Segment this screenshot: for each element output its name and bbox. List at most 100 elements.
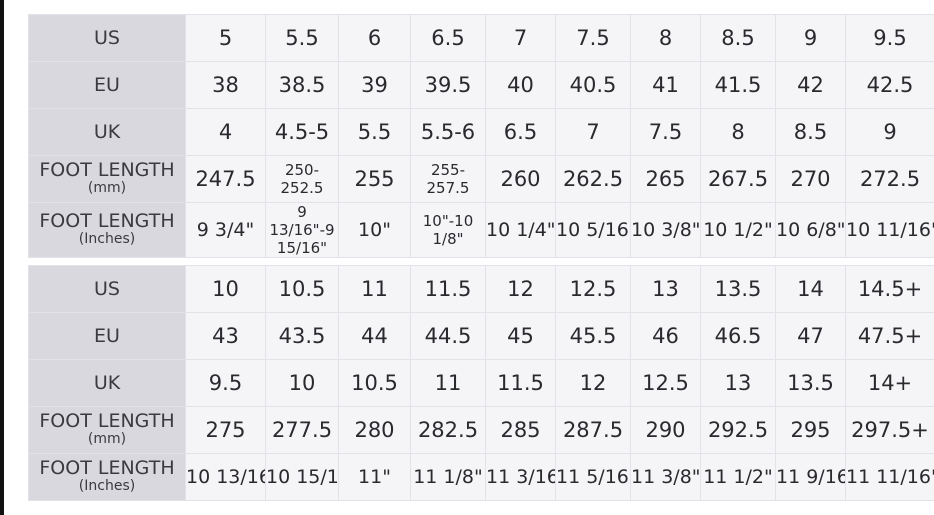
row-label: US [28, 265, 186, 313]
size-cell: 6.5 [485, 108, 556, 156]
size-cell: 11 3/16" [485, 453, 556, 501]
size-cell: 9 3/4" [185, 202, 266, 258]
size-cell: 39.5 [410, 61, 486, 109]
size-cell: 45 [485, 312, 556, 360]
size-cell: 5.5 [265, 14, 339, 62]
table-row: EU 43 43.5 44 44.5 45 45.5 46 46.5 47 47.5+ [28, 312, 934, 360]
size-cell: 10 15/16" [265, 453, 339, 501]
size-cell: 295 [775, 406, 846, 454]
size-cell: 9.5 [845, 14, 934, 62]
left-edge [0, 0, 4, 515]
row-label-text: EU [94, 74, 120, 96]
size-cell: 10 6/8" [775, 202, 846, 258]
size-cell: 270 [775, 155, 846, 203]
size-cell: 39 [338, 61, 411, 109]
size-cell: 5.5-6 [410, 108, 486, 156]
size-cell: 12.5 [555, 265, 631, 313]
size-cell: 8 [630, 14, 701, 62]
row-label: UK [28, 359, 186, 407]
row-label: UK [28, 108, 186, 156]
size-cell: 287.5 [555, 406, 631, 454]
row-label: FOOT LENGTH (mm) [28, 406, 186, 454]
table-row: FOOT LENGTH(Inches)10 13/16"10 15/16"11"… [28, 453, 934, 501]
size-cell: 9 [845, 108, 934, 156]
size-cell: 41.5 [700, 61, 776, 109]
row-label: US [28, 14, 186, 62]
row-label-text: US [94, 278, 120, 300]
size-cell: 11 3/8" [630, 453, 701, 501]
row-label: FOOT LENGTH (Inches) [28, 202, 186, 258]
size-cell: 290 [630, 406, 701, 454]
size-cell: 9 [775, 14, 846, 62]
size-cell: 14.5+ [845, 265, 934, 313]
size-cell: 9.5 [185, 359, 266, 407]
size-cell: 40 [485, 61, 556, 109]
size-cell: 7.5 [555, 14, 631, 62]
table-row: FOOT LENGTH (mm) 247.5 250-252.5 255 255-257.… [28, 155, 934, 203]
size-cell: 13.5 [700, 265, 776, 313]
size-cell: 10.5 [265, 265, 339, 313]
size-cell: 7.5 [630, 108, 701, 156]
size-cell: 247.5 [185, 155, 266, 203]
size-cell: 47 [775, 312, 846, 360]
size-cell: 255-257.5 [410, 155, 486, 203]
size-cell: 47.5+ [845, 312, 934, 360]
row-label-unit: (Inches) [78, 231, 136, 247]
size-cell: 46 [630, 312, 701, 360]
size-cell: 8.5 [775, 108, 846, 156]
size-cell: 44 [338, 312, 411, 360]
table-row: US 10 10.5 11 11.5 12 12.5 13 13.5 14 14.5+ [28, 265, 934, 313]
size-cell: 13 [630, 265, 701, 313]
table-row: FOOT LENGTH (Inches) 9 3/4" 9 13/16"-9 15/1… [28, 202, 934, 258]
size-cell: 7 [485, 14, 556, 62]
size-cell: 10"-10 1/8" [410, 202, 486, 258]
row-label-text: FOOT LENGTH [39, 457, 175, 479]
size-cell: 9 13/16"-9 15/16" [265, 202, 339, 258]
size-cell: 11.5 [410, 265, 486, 313]
size-cell: 40.5 [555, 61, 631, 109]
size-cell: 10 11/16" [845, 202, 934, 258]
size-cell: 10 [185, 265, 266, 313]
size-cell: 7 [555, 108, 631, 156]
size-cell: 265 [630, 155, 701, 203]
size-cell: 12.5 [630, 359, 701, 407]
size-cell: 10 3/8" [630, 202, 701, 258]
row-label-text: FOOT LENGTH [39, 210, 175, 232]
size-cell: 285 [485, 406, 556, 454]
row-label-text: US [94, 27, 120, 49]
row-label-text: UK [93, 121, 121, 143]
size-cell: 42.5 [845, 61, 934, 109]
size-cell: 11 1/8" [410, 453, 486, 501]
row-label-unit: (mm) [87, 180, 127, 196]
size-cell: 10 1/2" [700, 202, 776, 258]
table-row: EU 38 38.5 39 39.5 40 40.5 41 41.5 42 42.5 [28, 61, 934, 109]
size-cell: 12 [555, 359, 631, 407]
size-cell: 11 11/16"+ [845, 453, 934, 501]
row-label-text: UK [93, 372, 121, 394]
size-cell: 10 5/16" [555, 202, 631, 258]
size-cell: 11 1/2" [700, 453, 776, 501]
table-row: US 5 5.5 6 6.5 7 7.5 8 8.5 9 9.5 [28, 14, 934, 62]
table-row: FOOT LENGTH (mm) 275 277.5 280 282.5 285 287.5 2… [28, 406, 934, 454]
size-cell: 8.5 [700, 14, 776, 62]
size-cell: 297.5+ [845, 406, 934, 454]
size-cell: 10.5 [338, 359, 411, 407]
size-cell: 43 [185, 312, 266, 360]
size-cell: 11" [338, 453, 411, 501]
size-cell: 38 [185, 61, 266, 109]
size-cell: 11 9/16" [775, 453, 846, 501]
size-chart-table-2: US 10 10.5 11 11.5 12 12.5 13 13.5 14 14.5+ EU 43 43.… [28, 265, 934, 501]
row-label: EU [28, 312, 186, 360]
size-cell: 14 [775, 265, 846, 313]
size-cell: 6 [338, 14, 411, 62]
size-cell: 275 [185, 406, 266, 454]
size-cell: 267.5 [700, 155, 776, 203]
size-cell: 10 1/4" [485, 202, 556, 258]
size-cell: 6.5 [410, 14, 486, 62]
size-cell: 10 13/16" [185, 453, 266, 501]
size-cell: 45.5 [555, 312, 631, 360]
size-cell: 14+ [845, 359, 934, 407]
size-cell: 5.5 [338, 108, 411, 156]
size-cell: 42 [775, 61, 846, 109]
size-cell: 12 [485, 265, 556, 313]
